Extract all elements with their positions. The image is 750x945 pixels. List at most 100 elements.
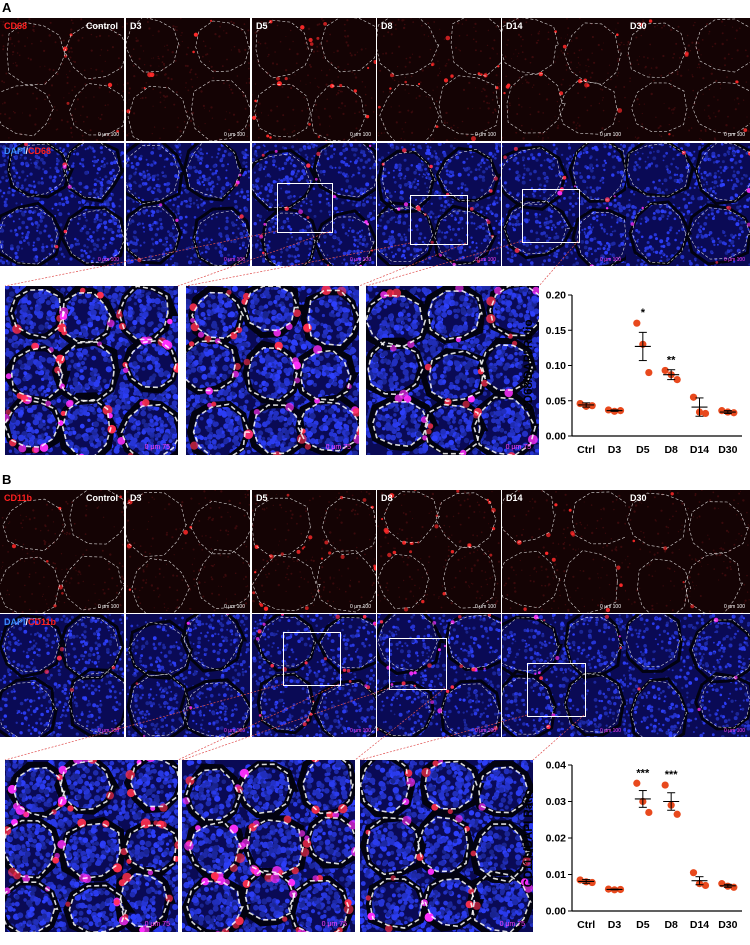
scale-bar-label: 0 μm 100 <box>350 728 371 734</box>
zoom-micrograph-d8: 0 μm 75 <box>182 760 355 932</box>
group-label: D3 <box>130 21 142 31</box>
scale-bar-label: 0 μm 100 <box>98 604 119 610</box>
group-label: D30 <box>630 493 647 503</box>
scale-bar-label: 0 μm 100 <box>600 257 621 263</box>
dot-plot: 0.00 0.05 0.10 0.15 0.20 CD68/DAPI Ratio Ctrl D… <box>523 290 742 456</box>
micrograph-merge-control: DAPI/CD68 0 μm 100 <box>0 143 124 266</box>
y-tick-label: 0.02 <box>546 833 567 845</box>
merge-channel-label: DAPI/CD11b <box>4 617 56 627</box>
y-tick-label: 0.10 <box>546 360 567 372</box>
micrograph-merge-d30: 0 μm 100 <box>626 614 750 737</box>
zoom-region-box <box>527 663 586 717</box>
x-tick-label: D30 <box>718 444 737 456</box>
scale-bar-label: 0 μm 100 <box>475 728 496 734</box>
scale-bar-label: 0 μm 75 <box>499 921 525 928</box>
zoom-region-box <box>283 632 341 686</box>
dapi-label: DAPI <box>4 146 26 156</box>
y-tick-label: 0.01 <box>546 869 567 881</box>
zoom-micrograph-d5: 0 μm 75 <box>5 760 178 932</box>
scale-bar-label: 0 μm 100 <box>98 132 119 138</box>
group-label: D30 <box>630 21 647 31</box>
data-point <box>661 366 669 375</box>
x-tick-label: Ctrl <box>577 444 595 456</box>
scale-bar-label: 0 μm 75 <box>505 444 531 451</box>
data-point <box>633 779 641 787</box>
micrograph-cd11b-d14: D14 0 μm 100 <box>502 490 626 613</box>
zoom-region-box <box>410 195 468 245</box>
channel-label: CD11b <box>4 493 33 503</box>
y-axis-label: CD11b/DAPI Ratio <box>523 789 535 887</box>
micrograph-cd68-d5: D5 0 μm 100 <box>252 18 376 141</box>
marker-label: CD68 <box>28 146 52 156</box>
zoom-micrograph-d5: 0 μm 75 <box>5 286 178 455</box>
y-tick-label: 0.15 <box>546 325 567 337</box>
data-point <box>588 402 596 410</box>
group-label: D5 <box>256 493 268 503</box>
micrograph-merge-d14: 0 μm 100 <box>502 143 626 266</box>
zoom-region-box <box>277 183 333 233</box>
micrograph-cd68-d8: D8 0 μm 100 <box>377 18 501 141</box>
data-point <box>689 393 698 401</box>
x-tick-label: D3 <box>608 919 622 931</box>
panel-letter: A <box>2 0 12 15</box>
data-point <box>645 368 653 377</box>
dapi-label: DAPI <box>4 617 26 627</box>
x-tick-label: D14 <box>690 444 709 456</box>
x-tick-label: D5 <box>636 444 650 456</box>
group-label: D5 <box>256 21 268 31</box>
x-tick-label: D30 <box>718 919 737 931</box>
y-tick-label: 0.05 <box>546 395 567 407</box>
y-axis-label: CD68/DAPI Ratio <box>523 319 535 411</box>
group-label: D8 <box>381 493 393 503</box>
micrograph-merge-d3: 0 μm 100 <box>126 143 250 266</box>
group-label: D14 <box>506 493 523 503</box>
scale-bar-label: 0 μm 75 <box>325 444 351 451</box>
x-tick-label: D3 <box>608 444 622 456</box>
scale-bar-label: 0 μm 100 <box>98 728 119 734</box>
panel-letter: B <box>2 472 12 487</box>
y-tick-label: 0.00 <box>546 906 567 918</box>
micrograph-cd68-d14: D14 0 μm 100 <box>502 18 626 141</box>
significance-marker: *** <box>636 767 650 779</box>
scale-bar-label: 0 μm 100 <box>350 257 371 263</box>
y-tick-label: 0.00 <box>546 431 567 443</box>
data-point <box>661 781 669 789</box>
micrograph-merge-d3: 0 μm 100 <box>126 614 250 737</box>
y-tick-label: 0.04 <box>546 760 567 772</box>
data-point <box>689 869 698 877</box>
scale-bar-label: 0 μm 100 <box>350 604 371 610</box>
scale-bar-label: 0 μm 100 <box>724 728 745 734</box>
zoom-micrograph-d14: 0 μm 75 <box>360 760 533 932</box>
group-label: Control <box>86 493 118 503</box>
significance-marker: *** <box>665 769 679 781</box>
dot-plot: 0.00 0.01 0.02 0.03 0.04 CD11b/DAPI Ratio Ctrl… <box>523 760 742 931</box>
x-tick-label: Ctrl <box>577 919 595 931</box>
significance-marker: ** <box>667 354 676 366</box>
zoom-region-box <box>389 638 447 690</box>
micrograph-cd68-control: CD68 Control 0 μm 100 <box>0 18 124 141</box>
data-point <box>673 810 681 818</box>
data-point <box>633 319 641 327</box>
group-label: D14 <box>506 21 523 31</box>
scale-bar-label: 0 μm 100 <box>224 132 245 138</box>
significance-marker: * <box>641 307 646 319</box>
group-label: D3 <box>130 493 142 503</box>
scale-bar-label: 0 μm 100 <box>475 132 496 138</box>
scale-bar-label: 0 μm 100 <box>724 132 745 138</box>
data-point <box>730 409 738 417</box>
scale-bar-label: 0 μm 100 <box>224 257 245 263</box>
micrograph-cd11b-d3: D3 0 μm 100 <box>126 490 250 613</box>
data-point <box>701 881 710 890</box>
data-point <box>673 376 681 384</box>
data-point <box>588 878 596 887</box>
x-tick-label: D14 <box>690 919 709 931</box>
merge-channel-label: DAPI/CD68 <box>4 146 51 156</box>
x-tick-label: D8 <box>664 444 678 456</box>
slash-label: / <box>25 146 29 156</box>
data-point <box>645 808 653 817</box>
scale-bar-label: 0 μm 100 <box>350 132 371 138</box>
data-point <box>701 409 710 418</box>
group-label: D8 <box>381 21 393 31</box>
scale-bar-label: 0 μm 75 <box>321 921 347 928</box>
scale-bar-label: 0 μm 100 <box>600 728 621 734</box>
